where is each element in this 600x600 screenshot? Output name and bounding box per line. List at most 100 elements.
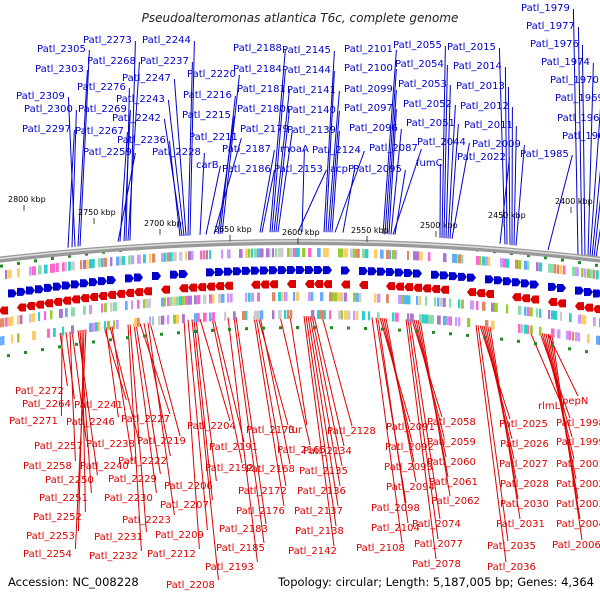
feature-block: [260, 248, 264, 258]
feature-block: [11, 334, 14, 344]
reverse-gene-arrow: [224, 281, 233, 290]
grid-dot: [347, 326, 350, 330]
feature-block: [341, 248, 344, 258]
reverse-gene-arrow: [206, 282, 215, 291]
gene-label: Patl_2030: [500, 499, 549, 510]
feature-block: [485, 256, 488, 266]
feature-block: [47, 328, 50, 338]
feature-block: [5, 317, 8, 327]
grid-dot: [449, 332, 452, 336]
grid-dot: [262, 326, 265, 330]
leader-line: [129, 40, 136, 241]
genome-backbone-highlight: [0, 240, 600, 260]
feature-block: [410, 313, 414, 323]
feature-block: [581, 315, 585, 325]
forward-gene-arrow: [251, 266, 260, 275]
gene-label: Patl_2209: [155, 530, 204, 541]
feature-block: [356, 310, 359, 320]
feature-block: [182, 314, 185, 324]
forward-gene-arrow: [125, 274, 134, 283]
leader-line: [547, 154, 573, 251]
feature-block: [461, 254, 464, 264]
gene-label: Patl_2211: [189, 132, 238, 143]
feature-block: [92, 322, 96, 332]
gene-label: Patl_2257: [34, 441, 83, 452]
gene-label: Patl_2267: [75, 126, 124, 137]
leader-line: [233, 317, 265, 544]
feature-block: [560, 265, 563, 275]
feature-block: [329, 310, 332, 320]
feature-block: [470, 300, 474, 310]
feature-block: [98, 258, 101, 268]
feature-block: [563, 265, 566, 275]
gene-label: Patl_2252: [33, 512, 82, 523]
feature-block: [65, 308, 68, 318]
leader-line: [445, 84, 451, 239]
gene-label: Patl_1976: [530, 39, 579, 50]
gene-label: Patl_2144: [282, 65, 331, 76]
feature-block: [29, 313, 32, 323]
feature-block: [242, 310, 246, 320]
feature-block: [131, 300, 134, 310]
feature-block: [194, 295, 197, 305]
grid-dot: [313, 326, 316, 330]
gene-label: Patl_2241: [74, 400, 123, 411]
reverse-gene-arrow: [341, 280, 350, 289]
feature-block: [476, 255, 480, 265]
forward-gene-arrow: [8, 289, 17, 298]
feature-block: [536, 308, 539, 318]
feature-block: [185, 251, 188, 261]
grid-dot: [34, 259, 37, 263]
gene-label: Patl_2077: [414, 539, 463, 550]
feature-block: [356, 248, 360, 258]
gene-label: Patl_2227: [121, 414, 170, 425]
gene-label: Patl_2128: [327, 426, 376, 437]
grid-dot: [68, 254, 71, 258]
reverse-gene-arrow: [557, 299, 566, 308]
reverse-gene-arrow: [98, 291, 107, 300]
feature-block: [251, 292, 255, 302]
leader-line: [59, 332, 68, 387]
feature-block: [395, 312, 399, 322]
reverse-gene-arrow: [188, 283, 197, 292]
feature-block: [317, 248, 321, 258]
leader-line: [71, 109, 77, 248]
feature-block: [323, 248, 327, 258]
gene-label: Patl_2208: [166, 580, 215, 591]
gene-label: pepN: [562, 396, 588, 407]
feature-block: [83, 259, 87, 269]
leader-line: [489, 326, 521, 520]
feature-block: [377, 293, 381, 303]
gene-label: Patl_2183: [219, 524, 268, 535]
feature-block: [110, 257, 113, 267]
gene-label: Patl_2220: [187, 69, 236, 80]
feature-block: [287, 310, 290, 320]
reverse-gene-arrow: [431, 285, 440, 294]
feature-block: [203, 312, 207, 322]
feature-block: [209, 250, 212, 260]
feature-block: [65, 262, 68, 272]
feature-block: [449, 316, 452, 326]
feature-block: [227, 293, 230, 303]
leader-line: [329, 110, 340, 233]
feature-block: [131, 255, 135, 265]
feature-block: [428, 252, 431, 262]
forward-gene-arrow: [107, 276, 116, 285]
leader-line: [386, 89, 397, 235]
gene-label: Patl_2253: [26, 531, 75, 542]
leader-line: [261, 169, 275, 233]
feature-block: [584, 268, 587, 278]
reverse-gene-arrow: [476, 289, 485, 298]
leader-line: [147, 322, 175, 516]
feature-block: [0, 336, 2, 346]
feature-block: [146, 298, 150, 308]
feature-block: [569, 313, 572, 323]
feature-block: [137, 254, 141, 264]
leader-line: [371, 317, 403, 544]
leader-line: [67, 129, 75, 248]
gene-label: Patl_2173: [246, 425, 295, 436]
feature-block: [50, 263, 53, 273]
scale-ticks: 2800 kbp 2750 kbp 2700 kbp 2650 kbp 2600 kbp…: [8, 195, 593, 244]
gene-label: Patl_2012: [460, 101, 509, 112]
feature-block: [158, 315, 161, 325]
